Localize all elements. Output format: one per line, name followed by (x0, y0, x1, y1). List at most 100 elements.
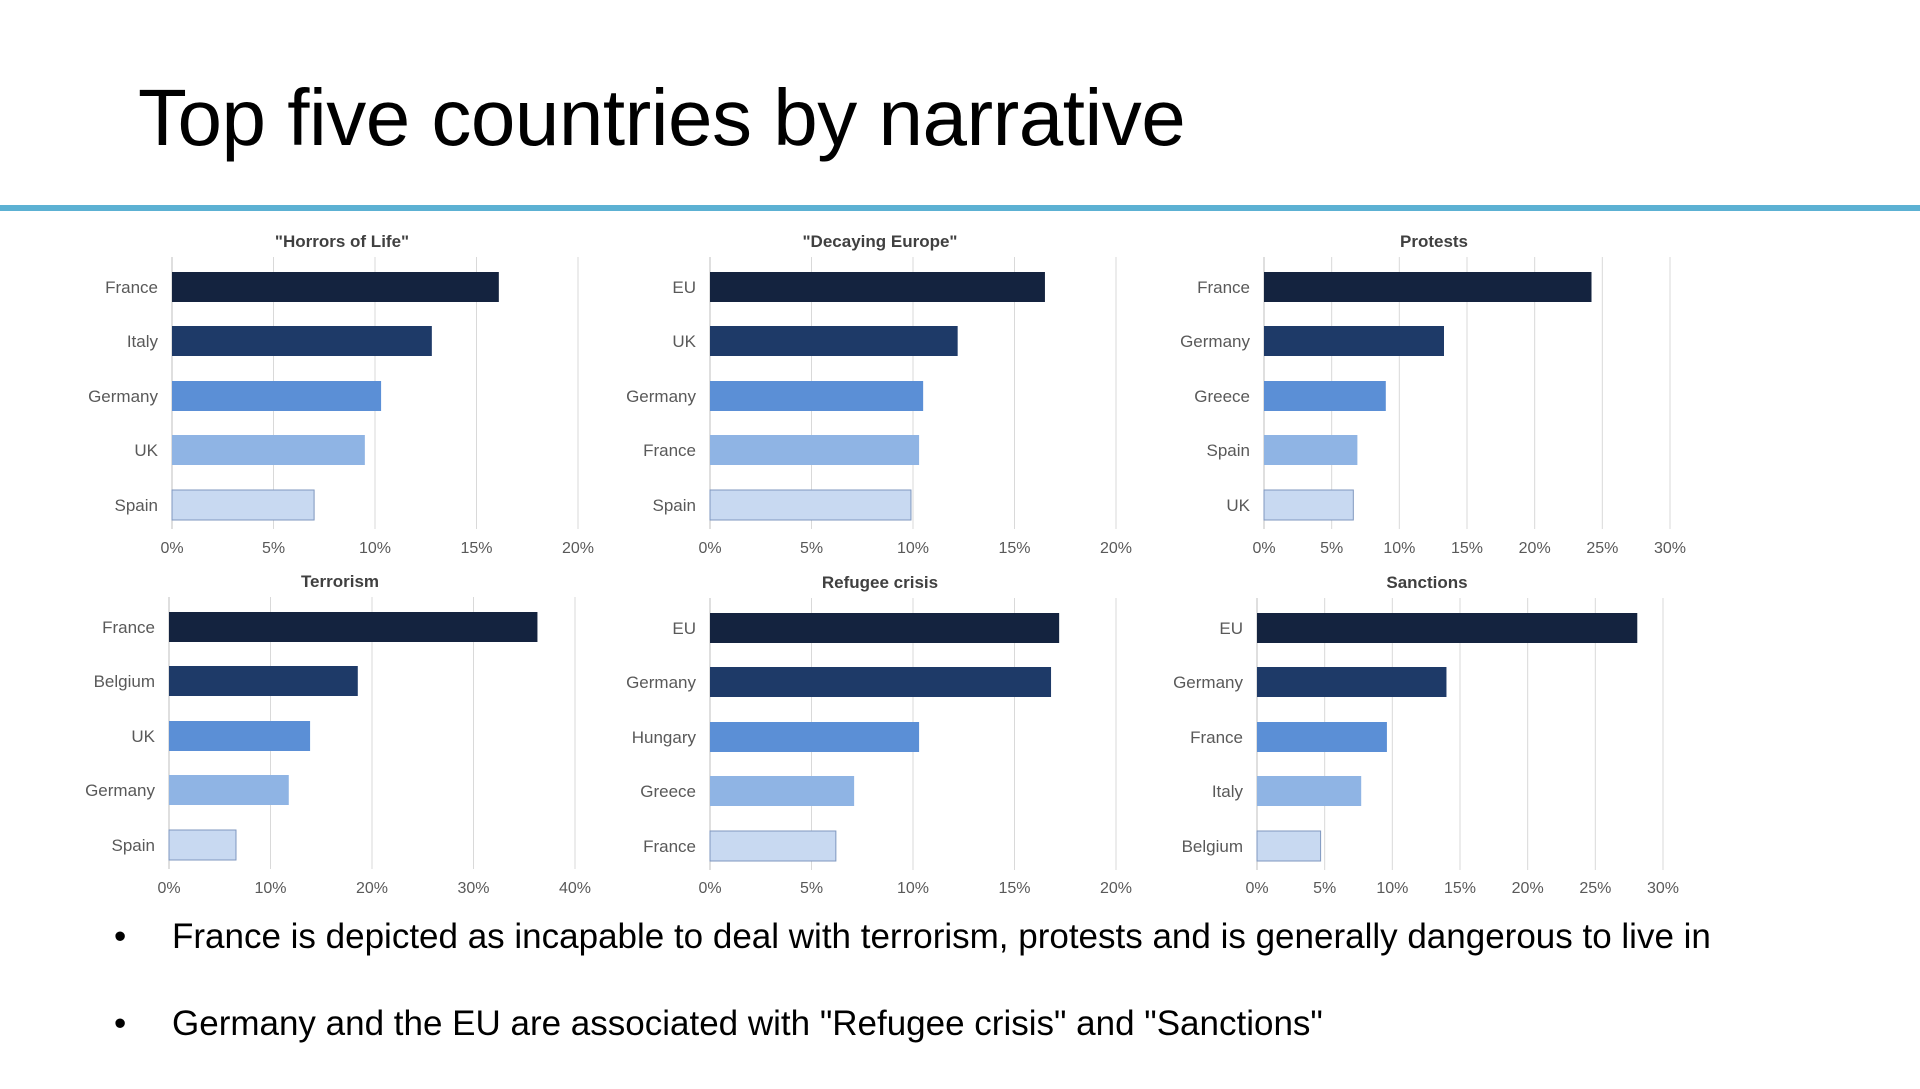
bar (1264, 326, 1444, 356)
tick-label: 10% (359, 540, 391, 557)
tick-label: 5% (262, 540, 285, 557)
bullet-text: Germany and the EU are associated with "… (172, 1004, 1323, 1043)
category-label: EU (672, 619, 696, 638)
tick-label: 15% (998, 540, 1030, 557)
tick-label: 10% (897, 540, 929, 557)
category-label: France (643, 837, 696, 856)
chart-title: Protests (1400, 232, 1468, 251)
tick-label: 10% (897, 880, 929, 897)
category-label: Italy (1212, 782, 1244, 801)
chart-panel: Sanctions EU Germany France Italy Belgium 0% 5%… (1173, 573, 1679, 897)
tick-label: 25% (1579, 880, 1611, 897)
bar (1257, 613, 1638, 643)
bar (169, 775, 289, 805)
category-label: Belgium (1182, 837, 1243, 856)
tick-label: 0% (157, 880, 180, 897)
category-label: Germany (1180, 332, 1250, 351)
category-label: Italy (127, 332, 159, 351)
bar (1263, 489, 1354, 521)
chart-panel: Refugee crisis EU Germany Hungary Greece Fran… (626, 573, 1132, 897)
bar (1264, 435, 1358, 465)
category-label: Greece (640, 782, 696, 801)
chart-panel: Terrorism France Belgium UK Germany Spain 0% 10… (85, 572, 591, 897)
slide-title: Top five countries by narrative (138, 73, 1186, 162)
bullet-item: • Germany and the EU are associated with … (110, 1002, 1711, 1045)
category-label: Hungary (632, 728, 697, 747)
category-label: Germany (88, 387, 158, 406)
title-rule (0, 205, 1920, 211)
category-label: Greece (1194, 387, 1250, 406)
tick-label: 0% (160, 540, 183, 557)
tick-label: 40% (559, 880, 591, 897)
bar (169, 612, 538, 642)
bullet-item: • France is depicted as incapable to deal… (110, 915, 1711, 958)
bar (1264, 272, 1592, 302)
tick-label: 20% (356, 880, 388, 897)
bar (710, 776, 855, 806)
bar (172, 272, 499, 302)
bar (171, 489, 315, 521)
tick-label: 20% (1512, 880, 1544, 897)
bar (709, 830, 837, 862)
category-label: UK (131, 727, 155, 746)
category-label: France (1197, 278, 1250, 297)
chart-panel: "Horrors of Life" France Italy Germany UK Spa… (88, 232, 594, 557)
bar (710, 722, 920, 752)
category-label: UK (134, 441, 158, 460)
chart-panel: Protests France Germany Greece Spain UK 0% 5% 10… (1180, 232, 1686, 557)
tick-label: 30% (1654, 540, 1686, 557)
category-label: Germany (85, 781, 155, 800)
category-label: France (1190, 728, 1243, 747)
bar (709, 489, 912, 521)
chart-title: "Decaying Europe" (803, 232, 958, 251)
tick-label: 5% (800, 880, 823, 897)
bar (1257, 776, 1362, 806)
chart-panel: "Decaying Europe" EU UK Germany France Spain 0… (626, 232, 1132, 557)
bullet-list: • France is depicted as incapable to deal… (110, 915, 1711, 1089)
bar (1257, 722, 1387, 752)
bar (710, 613, 1060, 643)
bar (168, 829, 237, 861)
bar (172, 381, 382, 411)
tick-label: 0% (1245, 880, 1268, 897)
category-label: Germany (1173, 673, 1243, 692)
tick-label: 25% (1586, 540, 1618, 557)
category-label: UK (1226, 496, 1250, 515)
bar (710, 381, 924, 411)
tick-label: 5% (1313, 880, 1336, 897)
category-label: Spain (115, 496, 158, 515)
tick-label: 30% (1647, 880, 1679, 897)
bar (1257, 667, 1447, 697)
tick-label: 15% (460, 540, 492, 557)
category-label: EU (1219, 619, 1243, 638)
bullet-dot: • (114, 917, 127, 956)
tick-label: 10% (1376, 880, 1408, 897)
category-label: Germany (626, 387, 696, 406)
tick-label: 20% (1100, 540, 1132, 557)
category-label: Belgium (94, 672, 155, 691)
bar (172, 435, 365, 465)
bar (169, 721, 311, 751)
tick-label: 20% (1100, 880, 1132, 897)
bar (1256, 830, 1322, 862)
tick-label: 30% (457, 880, 489, 897)
category-label: France (105, 278, 158, 297)
bar (169, 666, 358, 696)
tick-label: 5% (1320, 540, 1343, 557)
category-label: Spain (112, 836, 155, 855)
tick-label: 10% (1383, 540, 1415, 557)
tick-label: 0% (698, 880, 721, 897)
chart-title: Refugee crisis (822, 573, 938, 592)
tick-label: 5% (800, 540, 823, 557)
category-label: EU (672, 278, 696, 297)
bar (172, 326, 432, 356)
tick-label: 0% (698, 540, 721, 557)
tick-label: 10% (254, 880, 286, 897)
tick-label: 20% (1519, 540, 1551, 557)
tick-label: 15% (1451, 540, 1483, 557)
bar (1264, 381, 1386, 411)
category-label: Spain (653, 496, 696, 515)
bar (710, 667, 1052, 697)
bullet-dot: • (114, 1004, 127, 1043)
